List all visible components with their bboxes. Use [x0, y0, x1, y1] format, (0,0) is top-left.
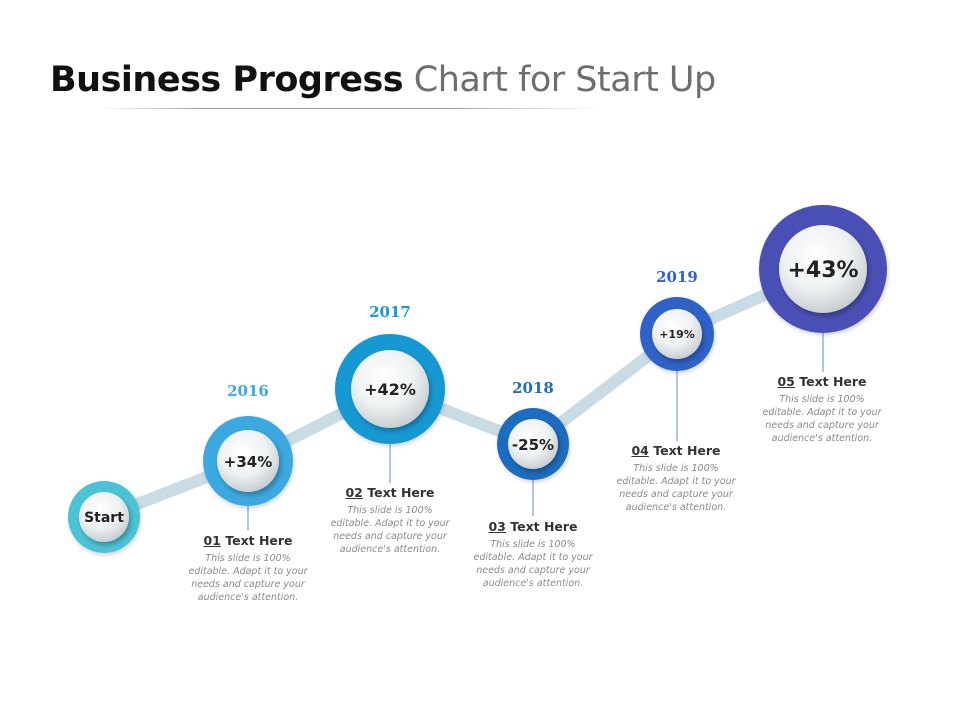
item-02-description: This slide is 100% editable. Adapt it to… [330, 505, 450, 555]
item-03-title: Text Here [510, 519, 578, 534]
milestone-start-core [79, 492, 129, 542]
milestone-2016-year: 2016 [227, 382, 269, 400]
item-04: 04 Text Here This slide is 100% editable… [601, 443, 751, 514]
item-05-description: This slide is 100% editable. Adapt it to… [762, 394, 882, 444]
title-light: Chart for Start Up [413, 60, 717, 100]
item-04-description: This slide is 100% editable. Adapt it to… [616, 463, 736, 513]
milestone-2017-value: +42% [364, 380, 416, 399]
milestone-start: Start [68, 481, 140, 553]
item-02-title: Text Here [367, 485, 435, 500]
item-05: 05 Text Here This slide is 100% editable… [747, 374, 897, 445]
milestone-2016-value: +34% [224, 453, 272, 471]
item-02: 02 Text Here This slide is 100% editable… [315, 485, 465, 556]
milestone-2018-year: 2018 [512, 379, 554, 397]
item-03: 03 Text Here This slide is 100% editable… [458, 519, 608, 590]
item-04-number: 04 [631, 443, 649, 458]
milestone-2019-value: +19% [659, 328, 695, 341]
item-05-number: 05 [777, 374, 795, 389]
milestone-2017-year: 2017 [369, 303, 411, 321]
slide-title: Business Progress Chart for Start Up [50, 60, 716, 100]
item-01-number: 01 [203, 533, 221, 548]
item-04-heading: 04 Text Here [601, 443, 751, 458]
milestone-start-label: Start [84, 510, 124, 526]
item-04-title: Text Here [653, 443, 721, 458]
milestone-final-value: +43% [787, 258, 858, 283]
milestone-2017-core [351, 350, 429, 428]
item-01-title: Text Here [225, 533, 293, 548]
milestone-2018: 2018 -25% [497, 379, 569, 480]
milestone-2016-core [217, 430, 279, 492]
milestone-2019-core [652, 309, 702, 359]
milestone-2018-core [508, 419, 558, 469]
milestone-2019-year: 2019 [656, 268, 698, 286]
item-03-description: This slide is 100% editable. Adapt it to… [473, 539, 593, 589]
title-underline [100, 108, 600, 109]
item-01: 01 Text Here This slide is 100% editable… [173, 533, 323, 604]
milestone-final-core [779, 225, 867, 313]
milestone-2017: 2017 +42% [335, 303, 445, 444]
item-03-heading: 03 Text Here [458, 519, 608, 534]
milestone-2019: 2019 +19% [640, 268, 714, 371]
item-02-heading: 02 Text Here [315, 485, 465, 500]
milestone-2018-value: -25% [512, 436, 554, 454]
item-01-description: This slide is 100% editable. Adapt it to… [188, 553, 308, 603]
item-05-heading: 05 Text Here [747, 374, 897, 389]
item-02-number: 02 [345, 485, 363, 500]
milestone-2016: 2016 +34% [203, 382, 293, 506]
title-bold: Business Progress [50, 60, 404, 100]
item-01-heading: 01 Text Here [173, 533, 323, 548]
item-05-title: Text Here [799, 374, 867, 389]
connector-lines [247, 330, 824, 530]
milestone-final: +43% [759, 205, 887, 333]
item-03-number: 03 [488, 519, 506, 534]
